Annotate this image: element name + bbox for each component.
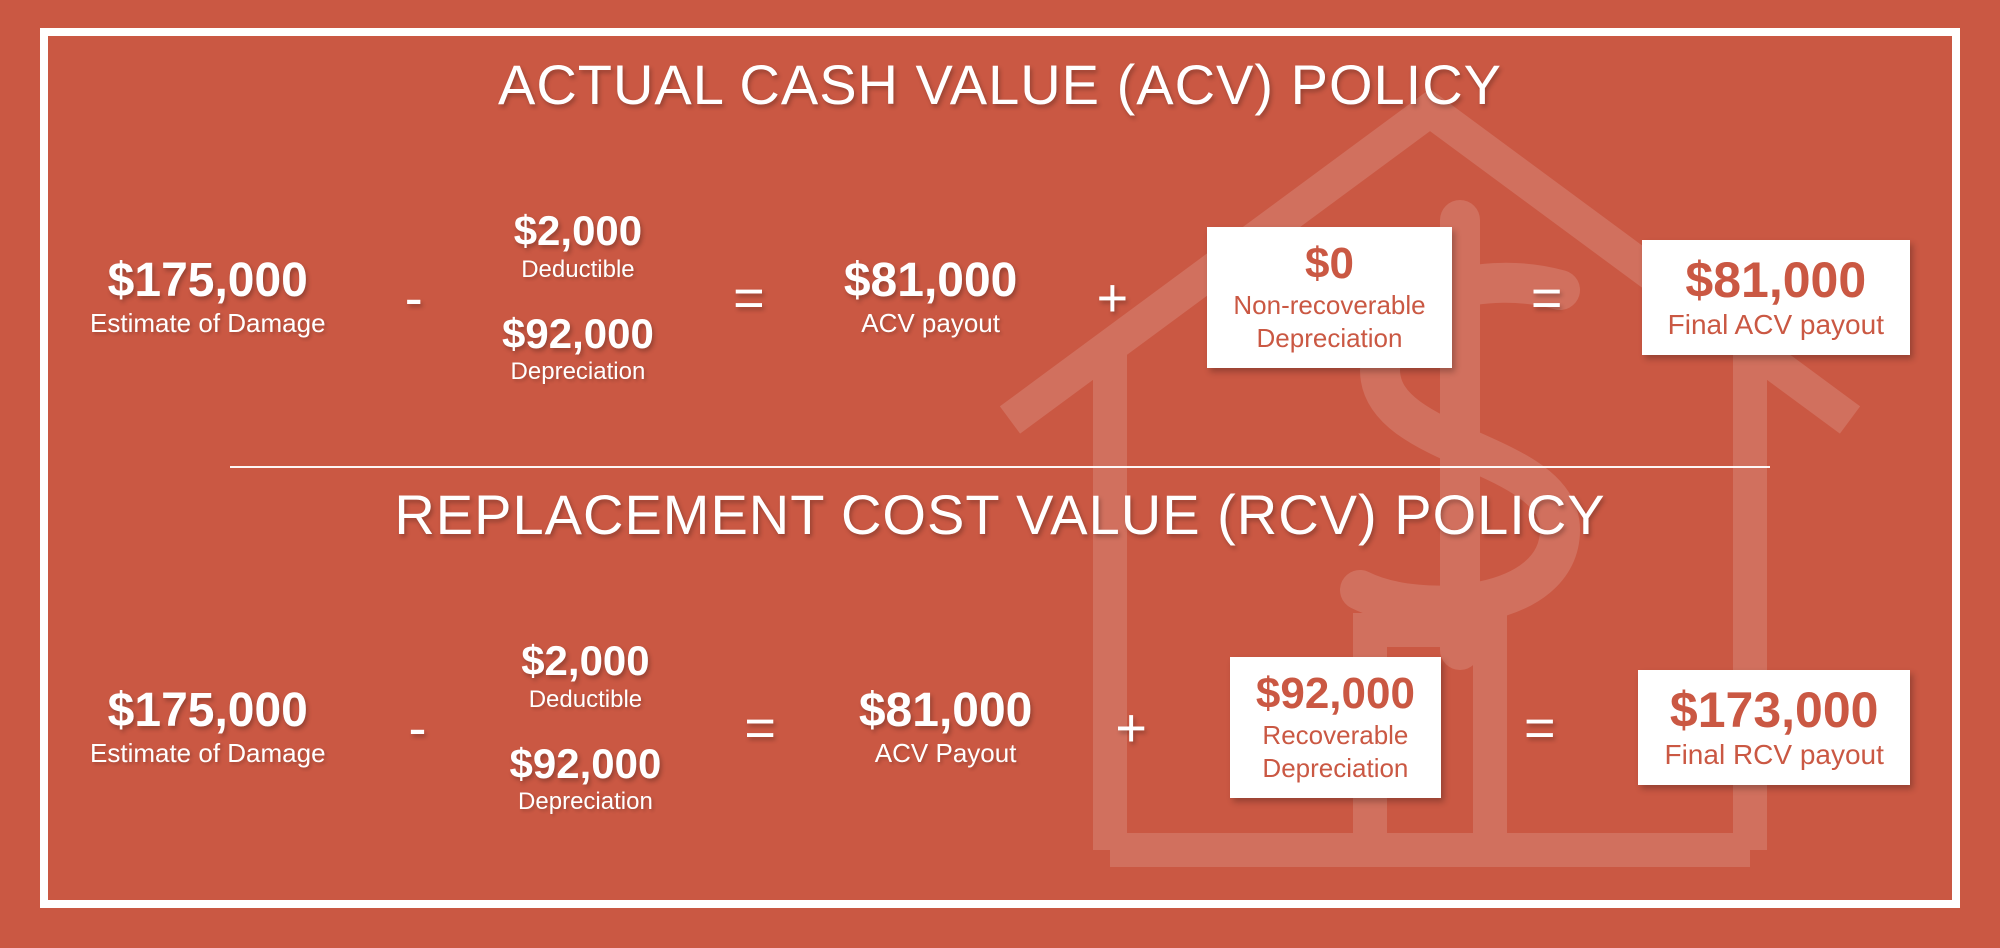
rcv-recoverable-box: $92,000 Recoverable Depreciation [1230,657,1441,797]
acv-title: ACTUAL CASH VALUE (ACV) POLICY [80,52,1920,117]
rcv-deductible: $2,000 Deductible [510,639,662,713]
rcv-eq2: = [1524,697,1556,759]
content-area: ACTUAL CASH VALUE (ACV) POLICY $175,000 … [40,28,1960,908]
acv-nonrecoverable-box: $0 Non-recoverable Depreciation [1207,227,1451,367]
acv-depreciation-label: Depreciation [511,358,646,386]
rcv-deductible-label: Deductible [529,686,642,714]
acv-eq2: = [1531,267,1563,329]
acv-nonrecoverable-label2: Depreciation [1257,323,1403,354]
rcv-payout: $81,000 ACV Payout [859,686,1033,769]
acv-estimate: $175,000 Estimate of Damage [90,256,326,339]
rcv-depreciation: $92,000 Depreciation [510,742,662,816]
rcv-formula: $175,000 Estimate of Damage - $2,000 Ded… [80,567,1920,888]
section-divider [230,466,1770,468]
acv-final-label: Final ACV payout [1668,309,1884,341]
acv-nonrecoverable-value: $0 [1305,241,1354,287]
rcv-payout-value: $81,000 [859,686,1033,736]
rcv-recoverable-value: $92,000 [1256,671,1415,717]
acv-section: ACTUAL CASH VALUE (ACV) POLICY $175,000 … [80,52,1920,458]
acv-deductible: $2,000 Deductible [502,209,654,283]
acv-final-box: $81,000 Final ACV payout [1642,240,1910,355]
rcv-final-label: Final RCV payout [1664,739,1883,771]
rcv-recoverable-label1: Recoverable [1262,720,1408,751]
acv-plus: + [1097,267,1129,329]
rcv-deductible-value: $2,000 [521,639,649,683]
acv-eq1: = [733,267,765,329]
acv-estimate-value: $175,000 [108,256,308,306]
acv-deductions: $2,000 Deductible $92,000 Depreciation [502,209,654,385]
acv-depreciation: $92,000 Depreciation [502,312,654,386]
acv-depreciation-value: $92,000 [502,312,654,356]
acv-payout-value: $81,000 [844,256,1018,306]
rcv-deductions: $2,000 Deductible $92,000 Depreciation [510,639,662,815]
rcv-recoverable-label2: Depreciation [1262,753,1408,784]
rcv-estimate-value: $175,000 [108,686,308,736]
rcv-final-box: $173,000 Final RCV payout [1638,670,1909,785]
acv-deductible-value: $2,000 [514,209,642,253]
acv-final-value: $81,000 [1685,254,1866,307]
acv-nonrecoverable-label1: Non-recoverable [1233,290,1425,321]
rcv-final-value: $173,000 [1670,684,1879,737]
acv-minus: - [405,267,423,329]
rcv-section: REPLACEMENT COST VALUE (RCV) POLICY $175… [80,482,1920,888]
rcv-plus: + [1115,697,1147,759]
rcv-eq1: = [744,697,776,759]
rcv-estimate-label: Estimate of Damage [90,738,326,769]
acv-formula: $175,000 Estimate of Damage - $2,000 Ded… [80,137,1920,458]
acv-payout: $81,000 ACV payout [844,256,1018,339]
rcv-estimate: $175,000 Estimate of Damage [90,686,326,769]
acv-deductible-label: Deductible [521,256,634,284]
rcv-depreciation-value: $92,000 [510,742,662,786]
rcv-depreciation-label: Depreciation [518,788,653,816]
acv-payout-label: ACV payout [861,308,1000,339]
rcv-minus: - [409,697,427,759]
acv-estimate-label: Estimate of Damage [90,308,326,339]
rcv-title: REPLACEMENT COST VALUE (RCV) POLICY [80,482,1920,547]
rcv-payout-label: ACV Payout [875,738,1017,769]
